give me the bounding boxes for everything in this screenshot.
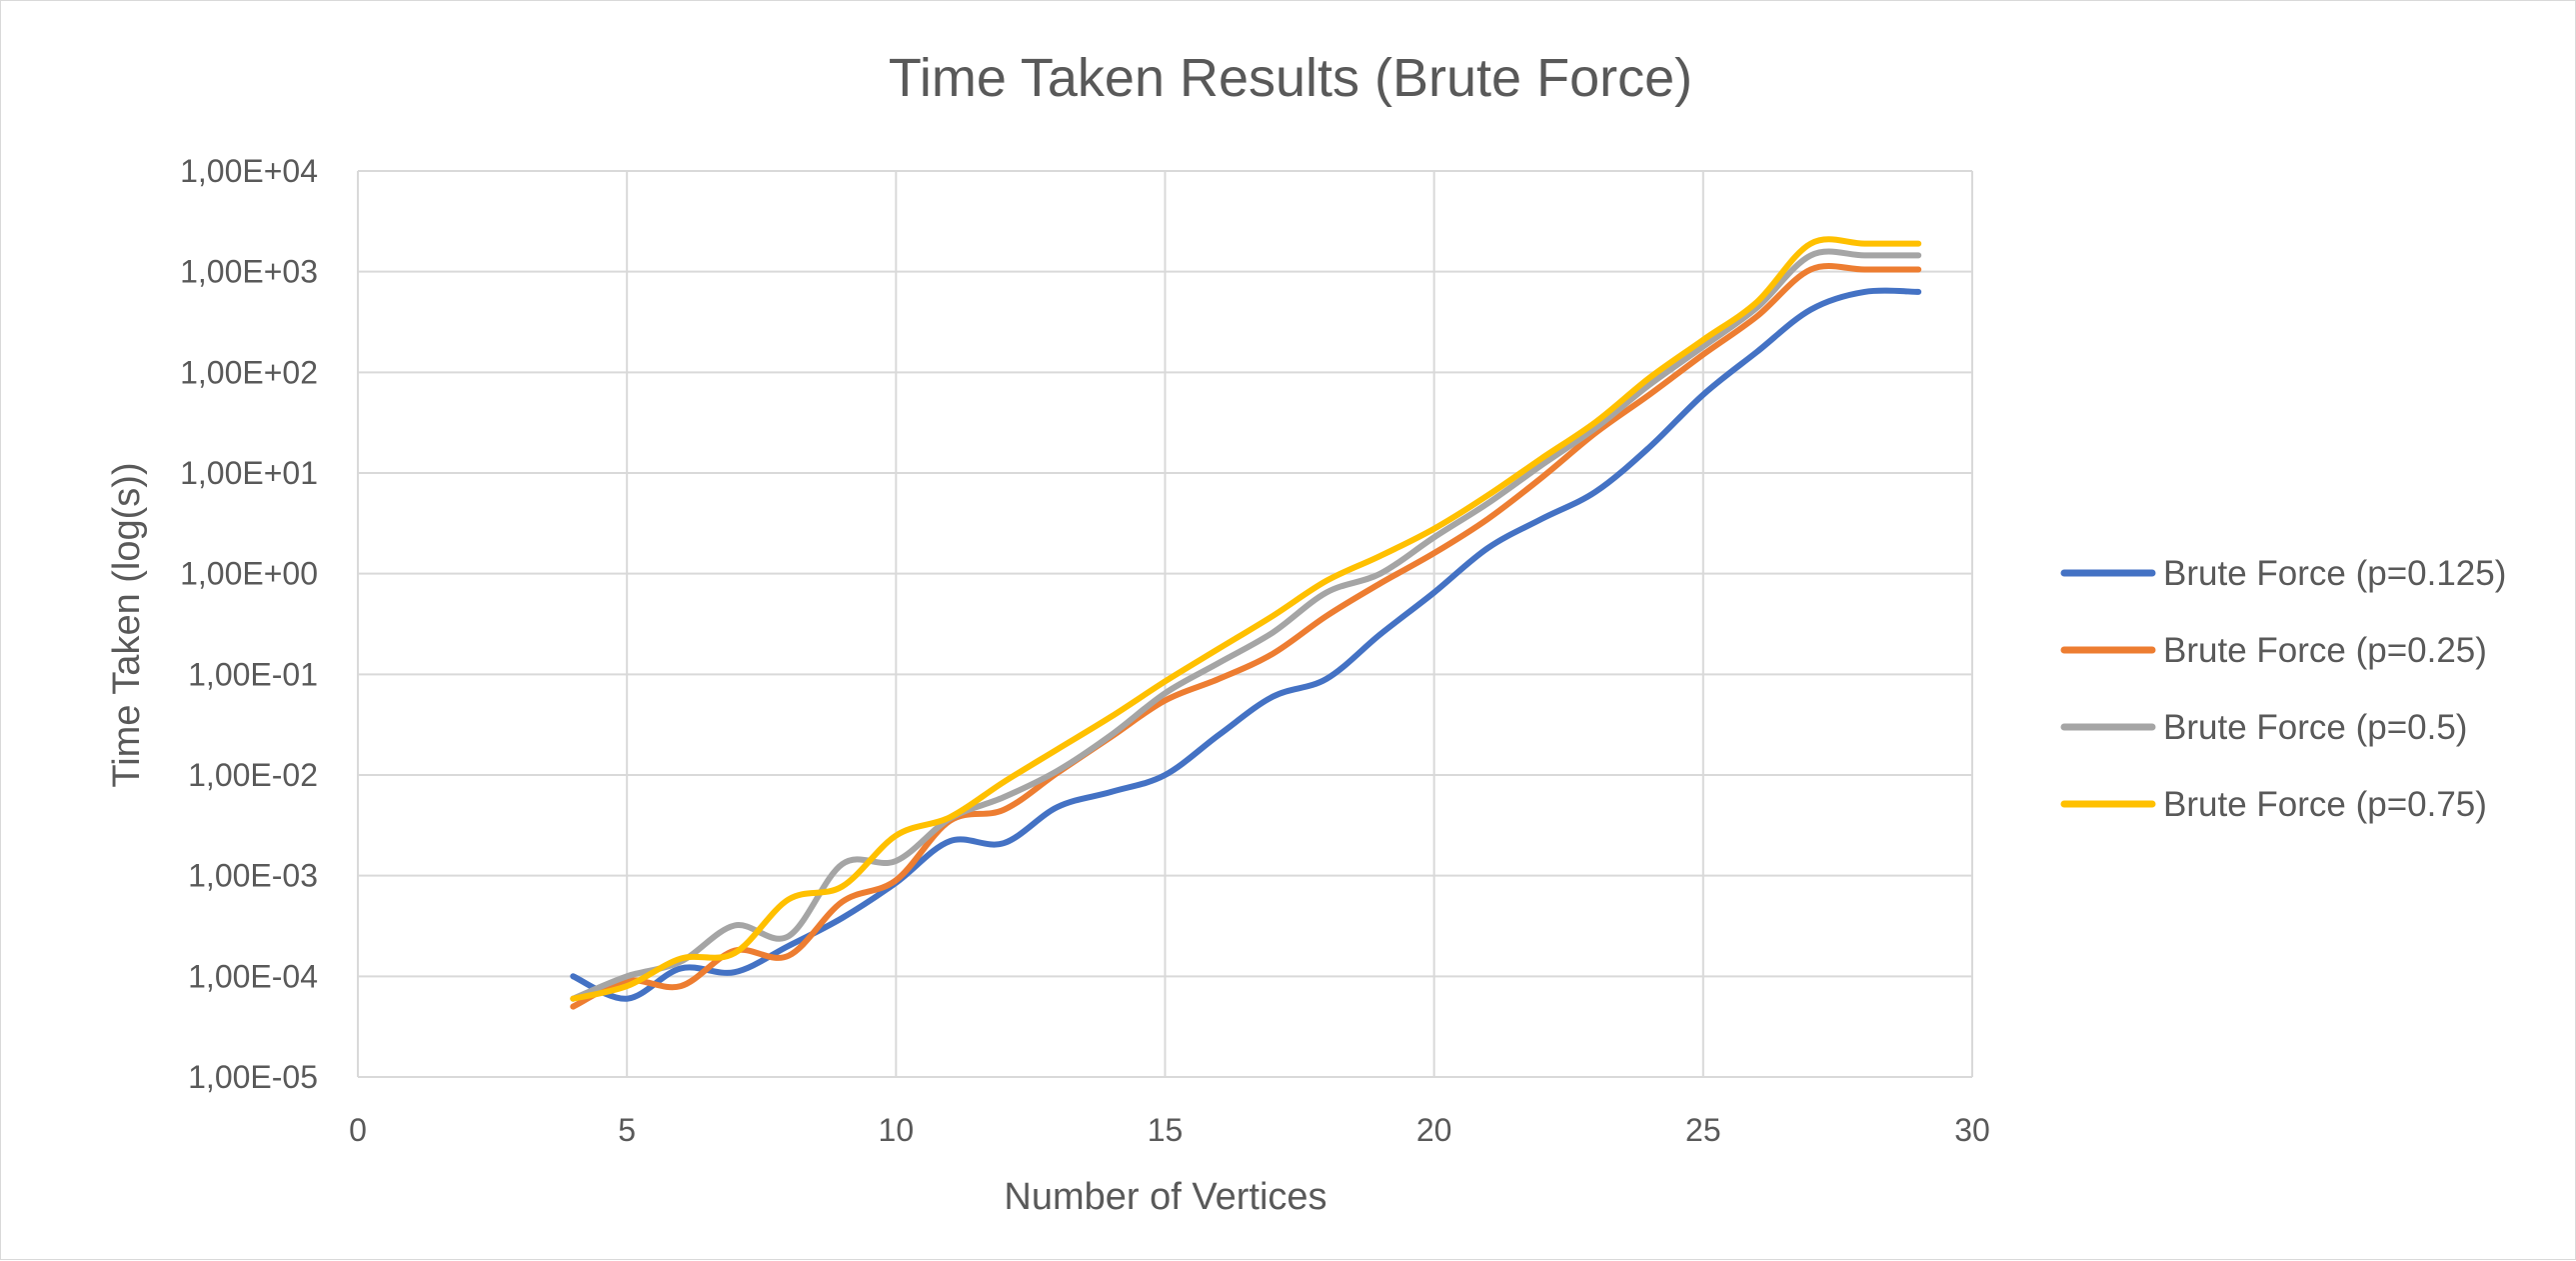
legend-label-0: Brute Force (p=0.125) (2163, 554, 2506, 593)
x-tick-label: 10 (879, 1112, 915, 1148)
y-axis-ticks: 1,00E-05 1,00E-04 1,00E-03 1,00E-02 1,00E-01… (180, 153, 318, 1095)
x-tick-label: 30 (1954, 1112, 1990, 1148)
chart-title: Time Taken Results (Brute Force) (889, 48, 1692, 108)
y-tick-label: 1,00E-05 (188, 1059, 318, 1095)
y-tick-label: 1,00E-01 (188, 656, 318, 692)
y-axis-title: Time Taken (log(s)) (106, 462, 148, 787)
x-tick-label: 15 (1148, 1112, 1184, 1148)
y-tick-label: 1,00E+02 (180, 354, 318, 390)
y-tick-label: 1,00E+04 (180, 153, 318, 189)
series-line-2 (570, 248, 1922, 1002)
x-axis-ticks: 0 5 10 15 20 25 30 (349, 1112, 1990, 1148)
x-tick-label: 5 (618, 1112, 636, 1148)
x-axis-title: Number of Vertices (1004, 1176, 1326, 1218)
legend-label-1: Brute Force (p=0.25) (2163, 631, 2487, 670)
legend-label-3: Brute Force (p=0.75) (2163, 785, 2487, 824)
legend-label-2: Brute Force (p=0.5) (2163, 708, 2467, 747)
series-line-3 (570, 236, 1922, 1002)
gridlines (357, 170, 1973, 1078)
y-tick-label: 1,00E-03 (188, 858, 318, 894)
y-tick-label: 1,00E+03 (180, 254, 318, 290)
y-tick-label: 1,00E-02 (188, 757, 318, 793)
series-line-0 (570, 287, 1922, 1002)
y-tick-label: 1,00E+00 (180, 556, 318, 592)
y-tick-label: 1,00E+01 (180, 455, 318, 491)
x-tick-label: 25 (1685, 1112, 1721, 1148)
series-lines (570, 236, 1922, 1010)
x-tick-label: 0 (349, 1112, 367, 1148)
x-tick-label: 20 (1416, 1112, 1452, 1148)
y-tick-label: 1,00E-04 (188, 958, 318, 994)
series-line-1 (570, 263, 1922, 1010)
legend: Brute Force (p=0.125) Brute Force (p=0.25… (2060, 554, 2506, 824)
